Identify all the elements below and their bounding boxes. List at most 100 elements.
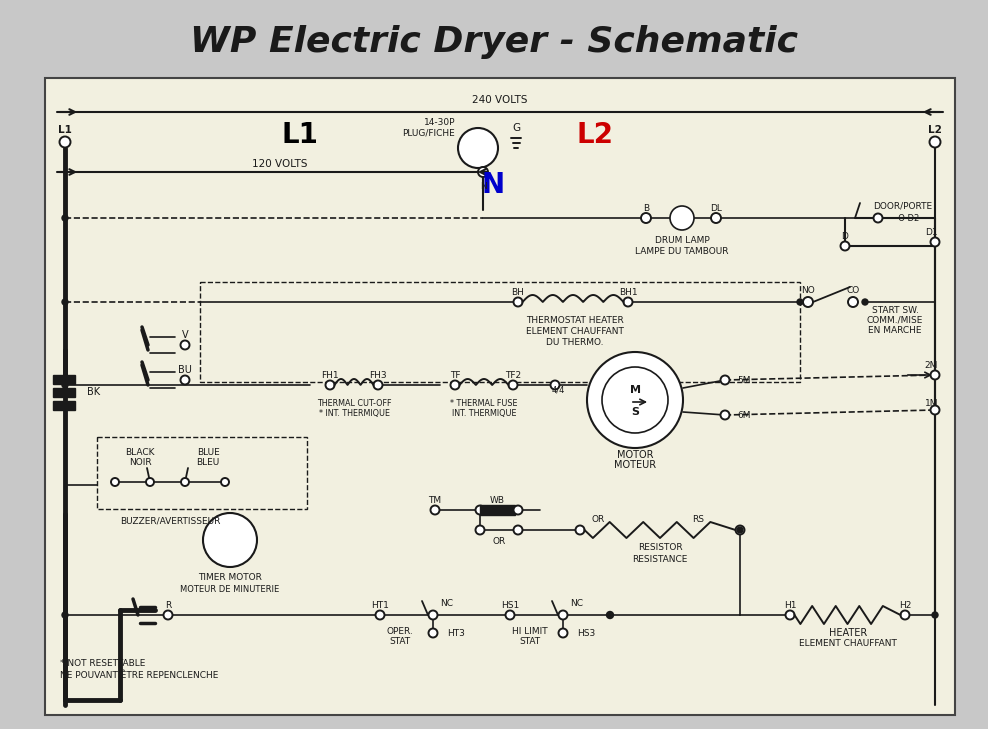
Circle shape	[803, 297, 813, 307]
Text: NOIR: NOIR	[128, 458, 151, 467]
Text: NE POUVANT ÊTRE REPENCLENCHE: NE POUVANT ÊTRE REPENCLENCHE	[60, 671, 218, 679]
Circle shape	[873, 214, 882, 222]
Text: WB: WB	[489, 496, 505, 504]
Circle shape	[451, 381, 459, 389]
Text: BLACK: BLACK	[125, 448, 155, 456]
Text: START SW.: START SW.	[871, 305, 919, 314]
Text: N: N	[481, 171, 505, 199]
Text: RESISTANCE: RESISTANCE	[632, 555, 688, 564]
Text: STAT: STAT	[389, 637, 411, 647]
Text: NC: NC	[570, 599, 583, 607]
Circle shape	[475, 505, 484, 515]
Circle shape	[429, 610, 438, 620]
Text: 5M: 5M	[737, 375, 751, 384]
Circle shape	[181, 340, 190, 349]
Circle shape	[641, 213, 651, 223]
Text: * THERMAL FUSE: * THERMAL FUSE	[451, 399, 518, 408]
Circle shape	[623, 297, 632, 306]
Text: NC: NC	[440, 599, 453, 607]
Circle shape	[514, 505, 523, 515]
Text: H2: H2	[899, 601, 911, 609]
Bar	[53, 388, 75, 397]
Text: L1: L1	[282, 121, 318, 149]
Circle shape	[797, 299, 803, 305]
Circle shape	[841, 241, 850, 251]
Circle shape	[203, 513, 257, 567]
Text: L1: L1	[58, 125, 72, 135]
Circle shape	[62, 215, 68, 221]
Circle shape	[735, 526, 745, 534]
Text: * INT. THERMIQUE: * INT. THERMIQUE	[318, 408, 389, 418]
Text: EN MARCHE: EN MARCHE	[868, 326, 922, 335]
Circle shape	[550, 381, 559, 389]
Text: BH: BH	[512, 287, 525, 297]
Text: 1M: 1M	[925, 399, 938, 408]
Circle shape	[514, 297, 523, 306]
Circle shape	[373, 381, 382, 389]
Circle shape	[514, 526, 523, 534]
Circle shape	[575, 526, 585, 534]
Text: RS: RS	[692, 515, 704, 524]
Text: BK: BK	[87, 387, 100, 397]
Circle shape	[429, 628, 438, 637]
Circle shape	[558, 610, 567, 620]
Text: MOTOR: MOTOR	[617, 450, 653, 460]
Text: 4/4: 4/4	[551, 386, 565, 394]
Circle shape	[931, 238, 940, 246]
Circle shape	[221, 478, 229, 486]
Text: MOTEUR DE MINUTERIE: MOTEUR DE MINUTERIE	[181, 585, 280, 593]
Circle shape	[785, 610, 794, 620]
Text: HS3: HS3	[577, 628, 595, 637]
Text: STAT: STAT	[520, 637, 540, 647]
Text: COMM./MISE: COMM./MISE	[866, 316, 923, 324]
Text: FH1: FH1	[321, 370, 339, 380]
Circle shape	[602, 367, 668, 433]
Text: TM: TM	[429, 496, 442, 504]
Text: DRUM LAMP: DRUM LAMP	[655, 235, 709, 244]
Circle shape	[848, 297, 858, 307]
Text: RESISTOR: RESISTOR	[637, 544, 683, 553]
Text: 6M: 6M	[737, 410, 751, 419]
Text: DU THERMO.: DU THERMO.	[546, 338, 604, 346]
Text: OR: OR	[592, 515, 605, 524]
Circle shape	[737, 527, 743, 533]
Circle shape	[62, 299, 68, 305]
Circle shape	[509, 381, 518, 389]
Circle shape	[670, 206, 694, 230]
Circle shape	[931, 405, 940, 415]
Text: S: S	[631, 407, 639, 417]
Bar	[480, 505, 515, 515]
Text: D1: D1	[926, 227, 938, 236]
Text: DOOR/PORTE: DOOR/PORTE	[873, 201, 933, 211]
Circle shape	[862, 299, 868, 305]
Circle shape	[475, 526, 484, 534]
Text: L2: L2	[928, 125, 942, 135]
Text: 2M: 2M	[925, 361, 938, 370]
Text: N: N	[479, 182, 486, 190]
Text: HI LIMIT: HI LIMIT	[512, 628, 547, 636]
Text: 120 VOLTS: 120 VOLTS	[252, 159, 307, 169]
Bar	[53, 401, 75, 410]
Text: 14-30P
PLUG/FICHE: 14-30P PLUG/FICHE	[402, 118, 455, 138]
Circle shape	[930, 136, 941, 147]
Text: BLUE: BLUE	[197, 448, 219, 456]
Text: -O D2: -O D2	[895, 214, 919, 222]
Circle shape	[111, 478, 119, 486]
Circle shape	[720, 410, 729, 419]
Circle shape	[458, 128, 498, 168]
Text: TIMER MOTOR: TIMER MOTOR	[198, 574, 262, 582]
Text: BU: BU	[178, 365, 192, 375]
Text: INT. THERMIQUE: INT. THERMIQUE	[452, 408, 517, 418]
Bar	[45, 78, 955, 715]
Circle shape	[506, 610, 515, 620]
Circle shape	[478, 167, 488, 177]
Circle shape	[558, 628, 567, 637]
Text: CO: CO	[847, 286, 860, 295]
Text: V: V	[182, 330, 189, 340]
Text: ELEMENT CHAUFFANT: ELEMENT CHAUFFANT	[799, 639, 897, 649]
Text: MOTEUR: MOTEUR	[614, 460, 656, 470]
Text: D: D	[842, 232, 849, 241]
Text: HT1: HT1	[371, 601, 389, 609]
Circle shape	[146, 478, 154, 486]
Text: R: R	[165, 601, 171, 609]
